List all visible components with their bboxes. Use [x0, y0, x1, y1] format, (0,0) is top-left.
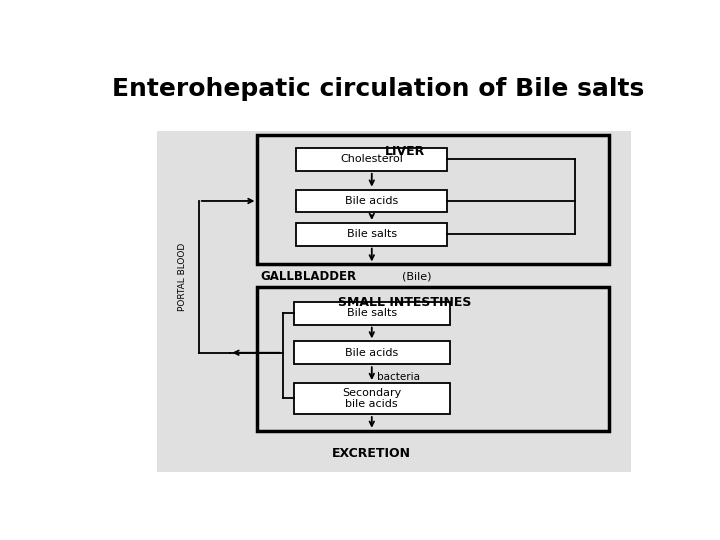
Bar	[297, 148, 447, 171]
Text: Enterohepatic circulation of Bile salts: Enterohepatic circulation of Bile salts	[112, 77, 644, 102]
Bar	[297, 223, 447, 246]
Text: SMALL INTESTINES: SMALL INTESTINES	[338, 295, 472, 308]
Bar	[157, 131, 631, 472]
Text: (Bile): (Bile)	[402, 272, 432, 282]
Text: Cholesterol: Cholesterol	[341, 154, 403, 164]
Text: Bile acids: Bile acids	[345, 196, 398, 206]
Bar	[294, 383, 450, 414]
Bar	[297, 190, 447, 212]
Text: Bile salts: Bile salts	[347, 308, 397, 318]
Text: Secondary
bile acids: Secondary bile acids	[342, 388, 402, 409]
Bar	[258, 136, 609, 265]
Bar	[294, 341, 450, 364]
Text: EXCRETION: EXCRETION	[333, 447, 411, 460]
Bar	[258, 287, 609, 431]
Text: Bile salts: Bile salts	[347, 230, 397, 239]
Text: LIVER: LIVER	[385, 145, 426, 158]
Text: bacteria: bacteria	[377, 372, 420, 382]
Text: GALLBLADDER: GALLBLADDER	[260, 271, 356, 284]
Text: PORTAL BLOOD: PORTAL BLOOD	[178, 243, 186, 311]
Text: Bile acids: Bile acids	[345, 348, 398, 357]
Bar	[294, 302, 450, 325]
